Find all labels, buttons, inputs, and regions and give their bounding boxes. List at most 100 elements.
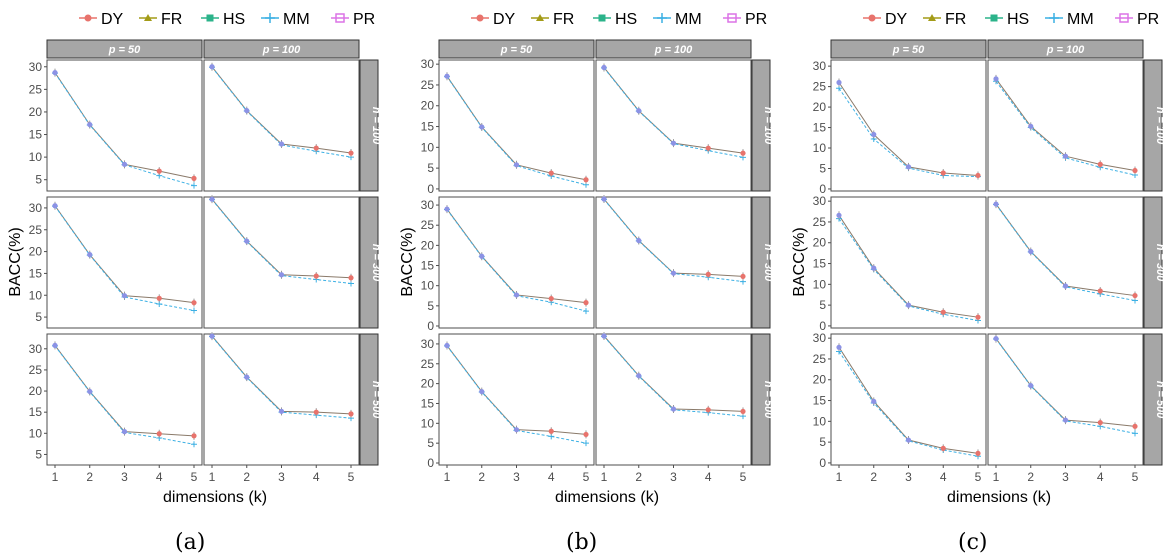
y-tick-label: 20 — [813, 373, 827, 387]
series-point-dy — [975, 450, 981, 456]
panel-border — [830, 333, 987, 466]
y-tick-label: 30 — [421, 57, 435, 71]
series-point-mm — [191, 182, 197, 189]
series-point-dy — [244, 238, 250, 244]
legend-label-pr: PR — [353, 11, 375, 28]
x-tick-label: 3 — [905, 470, 912, 484]
x-tick-label: 4 — [1097, 470, 1104, 484]
y-axis-title: BACC(%) — [791, 227, 808, 296]
series-point-dy — [583, 177, 589, 183]
series-point-dy — [87, 388, 93, 395]
series-point-dy — [1097, 288, 1103, 294]
series-point-dy — [1132, 292, 1138, 299]
legend-label-fr: FR — [553, 11, 574, 28]
series-point-dy — [583, 300, 589, 306]
x-tick-label: 3 — [670, 470, 677, 484]
figure-a-label: (a) — [175, 530, 206, 555]
panel-r1-c0 — [46, 196, 203, 329]
x-tick-label: 2 — [635, 470, 642, 484]
row-strip-bg — [1143, 59, 1163, 192]
y-tick-label: 30 — [29, 201, 43, 215]
column-strip-label: p = 50 — [108, 44, 141, 56]
series-line-mm — [211, 66, 352, 158]
row-strip-bg — [751, 333, 771, 466]
x-tick-label: 1 — [444, 470, 451, 484]
panel-border — [438, 333, 595, 466]
series-point-dy — [905, 437, 912, 443]
series-point-dy — [1062, 417, 1069, 423]
y-tick-label: 10 — [813, 414, 827, 428]
series-point-dy — [121, 429, 128, 435]
panel-r1-c1 — [987, 196, 1144, 329]
y-tick-label: 5 — [819, 298, 826, 312]
panel-border — [438, 59, 595, 192]
row-strip-label: n = 500 — [370, 381, 380, 419]
series-point-dy — [601, 196, 607, 202]
y-tick-label: 20 — [29, 384, 43, 398]
x-tick-label: 5 — [975, 470, 982, 484]
y-tick-label: 20 — [813, 236, 827, 250]
y-tick-label: 5 — [427, 161, 434, 175]
series-line-mm — [838, 351, 979, 457]
series-point-dy — [871, 398, 877, 404]
x-axis-title: dimensions (k) — [163, 489, 267, 506]
y-tick-label: 15 — [813, 257, 827, 271]
y-tick-label: 10 — [421, 279, 435, 293]
figure-c: DY FR HS MM PR p = 50 p = 100 n = 100 n = 300 n =… — [784, 0, 1164, 560]
y-tick-label: 0 — [427, 456, 434, 470]
column-strip-label: p = 50 — [892, 44, 925, 56]
y-tick-label: 5 — [35, 310, 42, 324]
series-point-dy — [636, 237, 642, 244]
panel-r0-c1 — [987, 59, 1144, 192]
y-tick-label: 30 — [813, 331, 827, 345]
series-point-dy — [548, 295, 554, 302]
series-point-dy — [244, 374, 250, 380]
series-line-mm — [446, 345, 587, 444]
series-point-dy — [444, 206, 450, 212]
panel-r1-c0 — [830, 196, 987, 329]
figure-a-plot: DY FR HS MM PR p = 50 p = 100 n = 100 n = 300 n =… — [7, 11, 380, 506]
y-tick-label: 30 — [29, 342, 43, 356]
y-tick-label: 25 — [813, 80, 827, 94]
panel-border — [595, 196, 752, 329]
row-strip-bg — [359, 59, 379, 192]
series-point-dy — [740, 273, 746, 280]
panel-border — [438, 196, 595, 329]
series-point-dy — [87, 121, 93, 128]
x-tick-label: 5 — [583, 470, 590, 484]
y-tick-label: 10 — [421, 416, 435, 430]
series-point-dy — [1097, 161, 1103, 167]
series-point-dy — [993, 201, 999, 207]
row-strip-label: n = 300 — [762, 244, 772, 282]
figure-a: DY FR HS MM PR p = 50 p = 100 n = 100 n = 300 n =… — [0, 0, 380, 560]
y-tick-label: 10 — [29, 150, 43, 164]
row-strip-bg — [359, 333, 379, 466]
row-strip-bg — [1143, 333, 1163, 466]
y-tick-label: 25 — [29, 223, 43, 237]
series-point-dy — [121, 161, 128, 167]
series-line-mm — [446, 76, 587, 186]
x-tick-label: 1 — [601, 470, 608, 484]
series-point-dy — [1028, 248, 1034, 255]
series-point-dy — [121, 293, 128, 299]
series-line-mm — [603, 67, 744, 158]
panel-border — [595, 59, 752, 192]
legend-key-square-icon — [206, 14, 214, 22]
legend-label-dy: DY — [493, 11, 516, 28]
y-tick-label: 30 — [421, 337, 435, 351]
y-tick-label: 15 — [29, 405, 43, 419]
legend-key-triangle-icon — [144, 14, 152, 21]
row-strip-label: n = 300 — [370, 244, 380, 282]
x-tick-label: 4 — [313, 470, 320, 484]
series-point-dy — [905, 302, 912, 308]
y-tick-label: 25 — [421, 357, 435, 371]
legend-key-square-icon — [598, 14, 606, 22]
x-tick-label: 3 — [121, 470, 128, 484]
y-tick-label: 15 — [813, 394, 827, 408]
legend-key-plus-icon — [657, 13, 667, 23]
legend: DY FR HS MM PR — [79, 11, 375, 28]
series-point-dy — [1132, 423, 1138, 429]
series-point-dy — [156, 295, 162, 301]
series-point-dy — [1097, 419, 1103, 426]
y-tick-label: 25 — [29, 82, 43, 96]
